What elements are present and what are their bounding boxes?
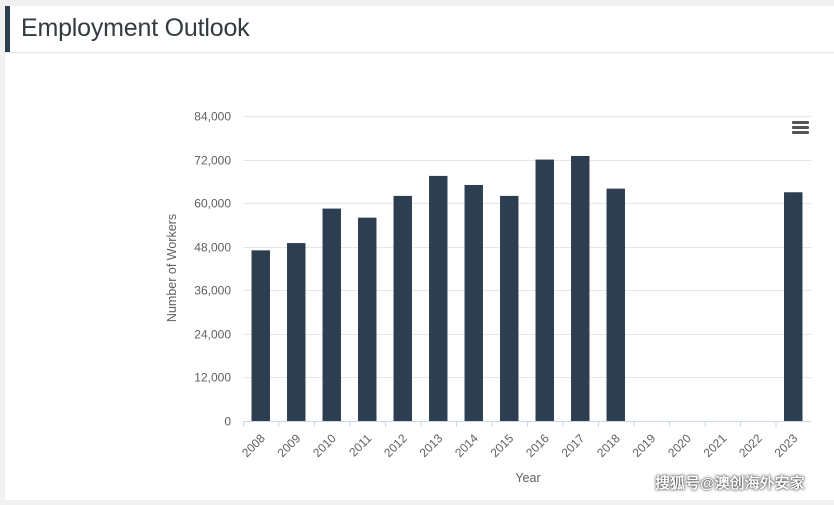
x-tick-label: 2020 (665, 431, 694, 460)
y-tick-label: 72,000 (194, 154, 231, 168)
page-header: Employment Outlook (5, 6, 834, 53)
x-tick-label: 2021 (701, 431, 730, 460)
y-tick-label: 0 (224, 415, 231, 429)
y-tick-label: 48,000 (194, 241, 231, 255)
x-tick-label: 2012 (381, 431, 410, 460)
header-accent-bar (5, 6, 10, 52)
y-tick-label: 12,000 (194, 371, 231, 385)
chart-context-menu-button[interactable] (788, 118, 814, 138)
bar[interactable] (251, 250, 270, 421)
x-tick-label: 2013 (417, 431, 446, 460)
bar[interactable] (571, 155, 590, 421)
y-tick-label: 84,000 (194, 110, 231, 124)
hamburger-menu-icon (792, 121, 809, 124)
bar[interactable] (322, 208, 341, 421)
y-tick-label: 24,000 (194, 328, 231, 342)
x-tick-label: 2010 (310, 431, 339, 460)
y-axis-label: Number of Workers (165, 214, 179, 322)
y-tick-label: 60,000 (194, 197, 231, 211)
x-axis-label: Year (515, 471, 540, 485)
x-tick-label: 2016 (523, 431, 552, 460)
watermark: 搜狐号@澳创海外安家 (655, 475, 805, 492)
hamburger-menu-icon-line (792, 126, 809, 129)
bar[interactable] (393, 195, 412, 421)
x-tick-label: 2018 (594, 431, 623, 460)
y-tick-label: 36,000 (194, 284, 231, 298)
bar[interactable] (606, 188, 625, 421)
hamburger-menu-icon-line (792, 131, 809, 134)
x-tick-label: 2017 (559, 431, 588, 460)
bar[interactable] (358, 217, 377, 421)
x-tick-label: 2019 (630, 431, 659, 460)
bars (251, 155, 803, 422)
x-tick-label: 2011 (346, 431, 374, 459)
bar[interactable] (784, 192, 803, 421)
content-panel (5, 6, 834, 500)
x-tick-label: 2023 (772, 431, 801, 460)
x-tick-label: 2015 (488, 431, 517, 460)
bar[interactable] (464, 184, 483, 421)
x-tick-label: 2009 (275, 431, 304, 460)
bar[interactable] (429, 175, 448, 421)
bar[interactable] (287, 243, 306, 421)
bar[interactable] (500, 195, 519, 421)
page-title: Employment Outlook (21, 14, 250, 42)
bar[interactable] (535, 159, 554, 422)
x-tick-label: 2008 (239, 431, 268, 460)
x-tick-label: 2014 (452, 431, 481, 460)
x-tick-label: 2022 (736, 431, 765, 460)
